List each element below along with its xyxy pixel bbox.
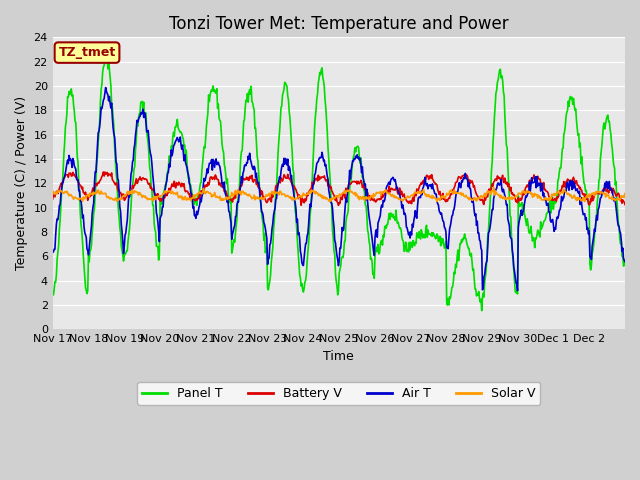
Battery V [49,196,56,202]
Air T [116,209,124,215]
Solar V [221,196,229,202]
Solar V [581,199,589,204]
Solar V [621,191,629,196]
Air T [250,163,258,169]
Solar V [430,195,438,201]
Y-axis label: Temperature (C) / Power (V): Temperature (C) / Power (V) [15,96,28,270]
Line: Battery V: Battery V [52,172,625,205]
Battery V [621,202,629,207]
Panel T [116,230,124,236]
Battery V [100,169,108,175]
Battery V [335,203,342,208]
Panel T [431,233,438,239]
Battery V [116,190,124,195]
Air T [222,192,230,198]
Panel T [478,308,486,313]
Line: Air T: Air T [52,87,625,290]
Air T [621,259,629,264]
Solar V [490,185,497,191]
Panel T [49,290,56,296]
Battery V [250,177,258,183]
Solar V [398,196,406,202]
Line: Solar V: Solar V [52,188,625,202]
Solar V [49,190,56,196]
Solar V [250,195,257,201]
Air T [272,196,280,202]
Air T [431,191,438,196]
Panel T [250,107,258,112]
Panel T [272,191,280,196]
Solar V [116,195,124,201]
Air T [399,202,406,207]
Legend: Panel T, Battery V, Air T, Solar V: Panel T, Battery V, Air T, Solar V [138,382,540,405]
Battery V [399,192,407,198]
Panel T [102,48,109,54]
Panel T [399,237,406,243]
Solar V [271,190,279,195]
Battery V [272,183,280,189]
Battery V [431,181,439,187]
Title: Tonzi Tower Met: Temperature and Power: Tonzi Tower Met: Temperature and Power [169,15,509,33]
Air T [49,250,56,255]
Panel T [222,172,230,178]
Air T [102,84,109,90]
Battery V [222,188,230,194]
X-axis label: Time: Time [323,350,354,363]
Line: Panel T: Panel T [52,51,625,311]
Air T [514,288,522,293]
Text: TZ_tmet: TZ_tmet [58,46,116,59]
Panel T [621,257,629,263]
